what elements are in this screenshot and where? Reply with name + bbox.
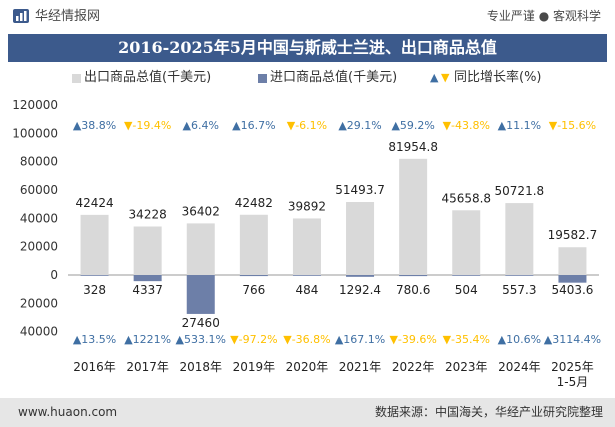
x-tick-label: 2018年 [179, 360, 222, 374]
legend-up-triangle-icon: ▲ [430, 71, 439, 84]
import-growth-label: ▼-36.8% [283, 333, 330, 346]
chart-marks: 42424 328 ▲38.8% ▲13.5% 2016年 34228 4337 ▼-19.4… [68, 119, 601, 389]
export-value-label: 50721.8 [495, 184, 545, 198]
y-tick-label: 20000 [20, 296, 58, 310]
y-tick-label: 40000 [20, 211, 58, 225]
import-growth-label: ▲3114.4% [544, 333, 601, 346]
import-value-label: 504 [455, 283, 478, 297]
import-growth-label: ▲533.1% [176, 333, 226, 346]
import-value-label: 27460 [182, 316, 220, 330]
import-bar [292, 275, 321, 276]
export-value-label: 36402 [182, 204, 220, 218]
y-tick-label: 100000 [12, 126, 58, 140]
export-value-label: 34228 [129, 207, 167, 221]
y-tick-label: 80000 [20, 155, 58, 169]
export-bar [80, 214, 109, 275]
import-value-label: 328 [83, 283, 106, 297]
import-value-label: 557.3 [502, 283, 536, 297]
x-tick-label: 2017年 [126, 360, 169, 374]
import-value-label: 4337 [132, 283, 163, 297]
x-tick-label: 1-5月 [557, 375, 589, 389]
import-growth-label: ▼-35.4% [443, 333, 490, 346]
export-growth-label: ▲38.8% [73, 119, 116, 132]
export-growth-label: ▲6.4% [183, 119, 219, 132]
x-tick-label: 2025年 [551, 360, 594, 374]
x-tick-label: 2020年 [286, 360, 329, 374]
brand-name: 华经情报网 [35, 9, 101, 24]
x-tick-label: 2019年 [233, 360, 276, 374]
x-tick-label: 2021年 [339, 360, 382, 374]
tagline: 专业严谨 ● 客观科学 [486, 9, 601, 23]
y-tick-label: 0 [50, 268, 58, 282]
import-growth-label: ▼-39.6% [389, 333, 436, 346]
import-bar [558, 275, 587, 283]
legend-label-growth: 同比增长率(%) [454, 70, 542, 85]
export-growth-label: ▼-15.6% [549, 119, 596, 132]
import-growth-label: ▼-97.2% [230, 333, 277, 346]
export-bar [558, 247, 587, 275]
import-growth-label: ▲13.5% [73, 333, 116, 346]
legend-swatch-export [72, 74, 81, 83]
import-bar [399, 275, 428, 277]
import-bar [186, 275, 215, 314]
y-axis: 120000 100000 80000 60000 40000 20000 0 20000 40… [12, 98, 58, 339]
x-tick-label: 2024年 [498, 360, 541, 374]
chart-title: 2016-2025年5月中国与斯威士兰进、出口商品总值 [8, 34, 607, 62]
export-bar [399, 158, 428, 275]
import-bar [133, 275, 162, 282]
export-bar [186, 223, 215, 275]
export-value-label: 42482 [235, 196, 273, 210]
import-bar [80, 275, 109, 276]
export-growth-label: ▲29.1% [338, 119, 381, 132]
export-bar [133, 226, 162, 275]
export-growth-label: ▼-43.8% [443, 119, 490, 132]
export-bar [505, 203, 534, 275]
y-tick-label: 20000 [20, 240, 58, 254]
import-growth-label: ▲167.1% [335, 333, 385, 346]
import-bar [346, 275, 375, 277]
export-bar [346, 202, 375, 275]
footer-website: www.huaon.com [18, 405, 118, 419]
export-value-label: 39892 [288, 199, 326, 213]
export-growth-label: ▼-19.4% [124, 119, 171, 132]
import-value-label: 1292.4 [339, 283, 381, 297]
export-bar [239, 214, 268, 275]
top-bar: 华经情报网 专业严谨 ● 客观科学 [0, 0, 615, 34]
export-bar [452, 210, 481, 275]
x-tick-label: 2023年 [445, 360, 488, 374]
export-value-label: 19582.7 [548, 228, 598, 242]
import-value-label: 780.6 [396, 283, 430, 297]
legend: 出口商品总值(千美元) 进口商品总值(千美元) ▲ ▼ 同比增长率(%) [0, 68, 615, 88]
export-growth-label: ▲16.7% [232, 119, 275, 132]
import-value-label: 766 [242, 283, 265, 297]
import-growth-label: ▲1221% [124, 333, 171, 346]
export-growth-label: ▼-6.1% [287, 119, 327, 132]
import-value-label: 5403.6 [551, 283, 593, 297]
legend-swatch-import [258, 74, 267, 83]
footer: www.huaon.com 数据来源：中国海关，华经产业研究院整理 [0, 398, 615, 427]
export-value-label: 42424 [75, 196, 113, 210]
y-tick-label: 60000 [20, 183, 58, 197]
footer-source: 数据来源：中国海关，华经产业研究院整理 [374, 405, 603, 419]
import-growth-label: ▲10.6% [498, 333, 541, 346]
export-value-label: 45658.8 [441, 191, 491, 205]
y-tick-label: 120000 [12, 98, 58, 112]
x-tick-label: 2022年 [392, 360, 435, 374]
export-value-label: 51493.7 [335, 183, 385, 197]
legend-label-import: 进口商品总值(千美元) [270, 70, 398, 85]
y-tick-label: 40000 [20, 325, 58, 339]
logo-icon [13, 9, 29, 23]
import-bar [239, 275, 268, 277]
import-value-label: 484 [295, 283, 318, 297]
export-bar [292, 218, 321, 275]
legend-down-triangle-icon: ▼ [441, 71, 450, 84]
x-tick-label: 2016年 [73, 360, 116, 374]
export-value-label: 81954.8 [388, 140, 438, 154]
export-growth-label: ▲11.1% [498, 119, 541, 132]
import-bar [452, 275, 481, 276]
import-bar [505, 275, 534, 276]
legend-label-export: 出口商品总值(千美元) [84, 70, 212, 85]
export-growth-label: ▲59.2% [391, 119, 434, 132]
